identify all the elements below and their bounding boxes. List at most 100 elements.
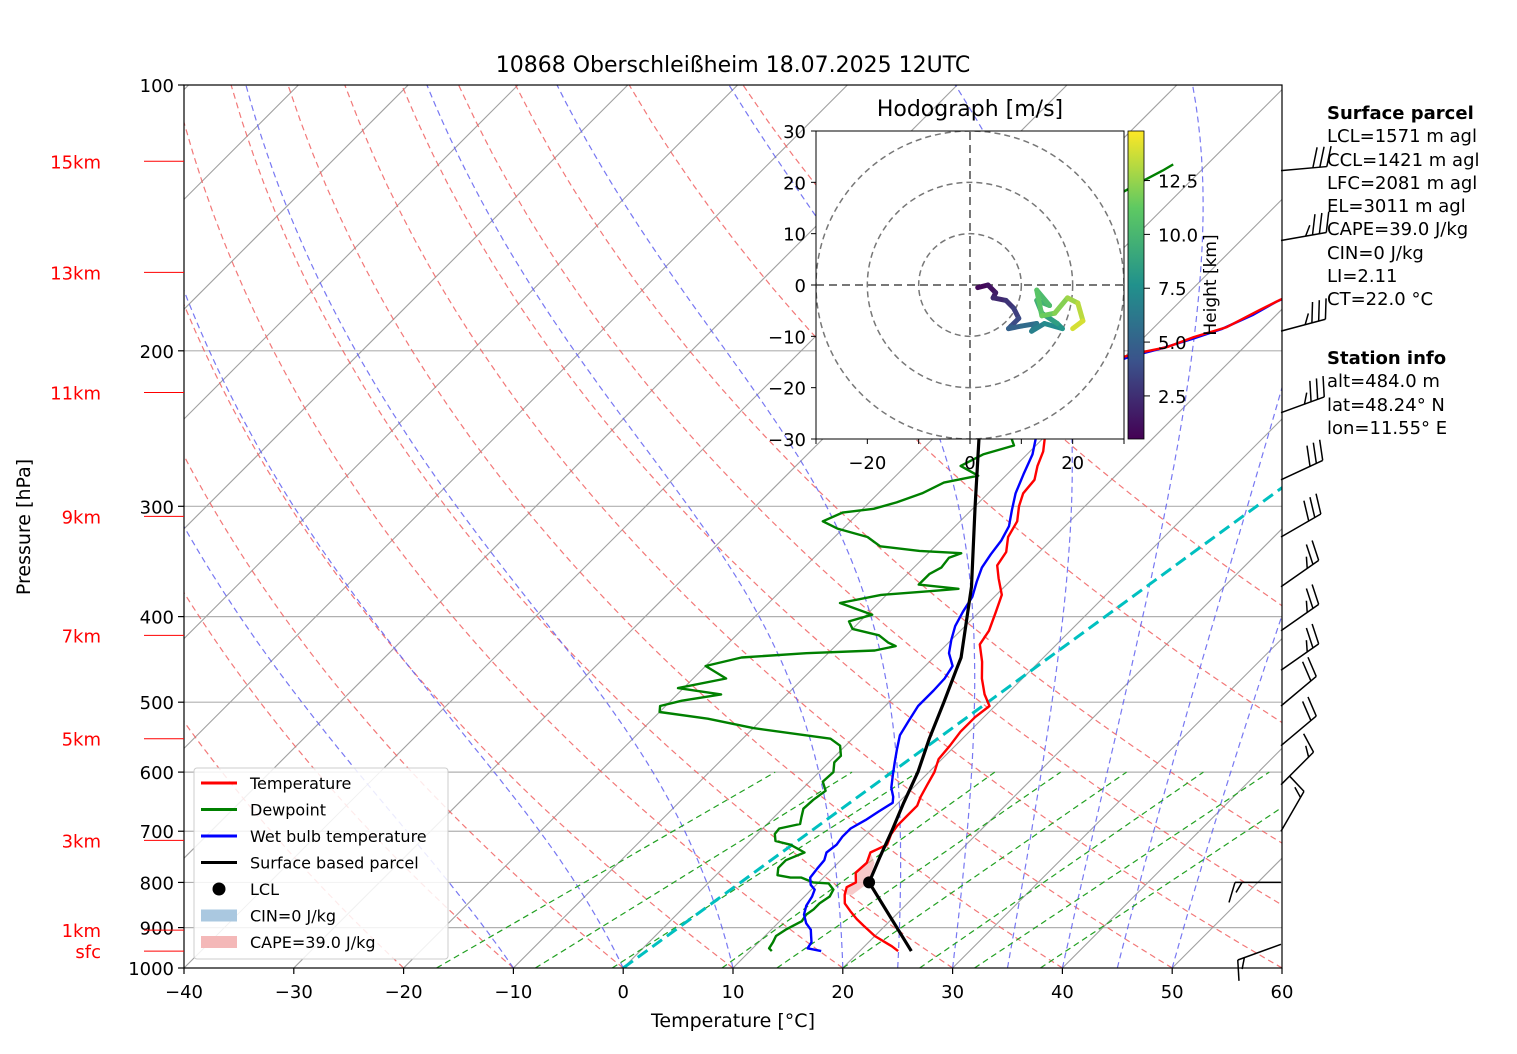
- y-tick-label: 800: [140, 873, 174, 894]
- dry-adiabat: [514, 85, 1282, 844]
- height-label: sfc: [75, 942, 101, 963]
- wind-barb-feather: [1305, 600, 1308, 613]
- wind-barb-feather: [1305, 544, 1314, 565]
- wind-barb-feather: [1305, 627, 1314, 649]
- surface-parcel-lcl: LCL=1571 m agl: [1327, 126, 1477, 148]
- wind-barb-feather: [1322, 376, 1325, 397]
- colorbar-ticks: 2.5 5.0 7.5 10.0 12.5: [1144, 172, 1198, 408]
- wind-barb-feather: [1307, 656, 1317, 677]
- wetbulb-zero-line: [622, 485, 1282, 968]
- dry-adiabat: [184, 302, 734, 968]
- legend-swatch: [212, 882, 226, 896]
- wind-barb-feather: [1311, 584, 1320, 605]
- height-label: 3km: [62, 831, 101, 852]
- wind-barb: [1280, 540, 1320, 588]
- wind-barb: [1280, 493, 1322, 538]
- wind-barb: [1280, 298, 1327, 332]
- wind-barb: [1237, 943, 1282, 981]
- hodograph-x-tick-label: 20: [1061, 453, 1084, 474]
- wind-barb-feather: [1326, 145, 1332, 167]
- mixing-ratio-line: [721, 771, 996, 968]
- temperature-line: [843, 297, 1282, 953]
- x-tick-label: 50: [1161, 982, 1184, 1003]
- wind-barb-staff: [1280, 559, 1320, 588]
- moist-adiabat: [245, 85, 734, 968]
- chart-title: 10868 Oberschleißheim 18.07.2025 12UTC: [496, 53, 971, 78]
- colorbar-tick-label: 12.5: [1158, 172, 1198, 193]
- wind-barb: [1280, 733, 1315, 786]
- moist-adiabat: [556, 85, 902, 968]
- wind-barb-staff: [1280, 675, 1317, 707]
- colorbar-tick-label: 2.5: [1158, 387, 1187, 408]
- y-tick-label: 1000: [128, 959, 174, 980]
- wind-barb-feather: [1312, 147, 1318, 168]
- hodograph-plot: [816, 131, 1124, 439]
- y-tick-label: 900: [140, 919, 174, 940]
- height-label: 9km: [62, 507, 101, 528]
- x-tick-label: 60: [1271, 982, 1294, 1003]
- wind-barb: [1228, 881, 1281, 903]
- wind-barb-feather: [1302, 733, 1315, 753]
- wind-barb-feather: [1241, 957, 1246, 970]
- wind-barb: [1280, 623, 1320, 671]
- wind-barb-feather: [1303, 392, 1308, 405]
- surface-parcel-lfc: LFC=2081 m agl: [1327, 172, 1478, 194]
- wind-barb-feather: [1305, 556, 1308, 569]
- hodograph-ring: [917, 232, 1023, 338]
- wind-barb: [1280, 696, 1317, 747]
- x-axis-ticks: −40 −30 −20 −10 0 10 20 30 40 50 60: [165, 968, 1293, 1003]
- legend: Temperature Dewpoint Wet bulb temperature S…: [193, 767, 449, 960]
- mixing-ratio-line: [919, 771, 1204, 968]
- x-tick-label: 30: [941, 982, 964, 1003]
- moist-adiabat: [728, 85, 976, 968]
- y-tick-label: 400: [140, 608, 174, 629]
- wind-barb-feather: [1315, 493, 1322, 515]
- station-lon: lon=11.55° E: [1327, 417, 1448, 439]
- moist-adiabat: [954, 85, 1073, 968]
- hodograph-segment: [1070, 318, 1086, 332]
- legend-label: CIN=0 J/kg: [250, 907, 336, 926]
- wind-barb-feather: [1303, 500, 1310, 522]
- hodograph-y-tick-label: 30: [783, 122, 806, 143]
- wind-barb-feather: [1301, 661, 1312, 682]
- wind-barb-feather: [1324, 298, 1327, 320]
- wind-barb-staff: [1280, 459, 1324, 481]
- hodograph-y-tick-label: −30: [768, 430, 806, 451]
- x-tick-label: −30: [275, 982, 313, 1003]
- hodograph-title: Hodograph [m/s]: [877, 97, 1063, 122]
- wetbulb-line: [802, 297, 1282, 953]
- isotherm-line: [184, 85, 519, 420]
- wind-barb-staff: [1280, 751, 1315, 786]
- wind-barb-feather: [1304, 224, 1311, 237]
- x-tick-label: 10: [722, 982, 745, 1003]
- hodograph-y-tick-label: 0: [795, 276, 806, 297]
- wind-barb-feather: [1235, 882, 1243, 893]
- wind-barb: [1280, 376, 1325, 414]
- hodograph-ring: [866, 181, 1074, 389]
- station-lat: lat=48.24° N: [1327, 394, 1445, 416]
- legend-box: [193, 767, 449, 960]
- wind-barb-feather: [1307, 696, 1317, 717]
- surface-parcel-panel: Surface parcel LCL=1571 m agl CCL=1421 m…: [1327, 102, 1480, 312]
- colorbar-tick-label: 5.0: [1158, 333, 1187, 354]
- mixing-ratio-line: [535, 771, 853, 968]
- colorbar: [1127, 130, 1145, 440]
- wind-barb-feather: [1311, 540, 1320, 561]
- legend-swatch: [201, 936, 237, 948]
- dry-adiabat: [287, 85, 1063, 968]
- y-tick-label: 500: [140, 693, 174, 714]
- dry-adiabat: [344, 85, 1173, 968]
- wind-barb-feather: [1309, 496, 1316, 518]
- mixing-ratio-line: [436, 771, 776, 968]
- legend-label: Temperature: [249, 774, 351, 793]
- dry-adiabat: [184, 120, 844, 968]
- x-tick-label: −40: [165, 982, 203, 1003]
- wind-barb-feather: [1318, 439, 1324, 461]
- moist-adiabat: [184, 288, 624, 968]
- mixing-ratio-line: [842, 771, 1127, 968]
- lcl-marker: [863, 876, 876, 889]
- wind-barb-feather: [1237, 959, 1240, 981]
- isotherm-line: [184, 85, 409, 310]
- wind-barb-staff: [1280, 791, 1305, 832]
